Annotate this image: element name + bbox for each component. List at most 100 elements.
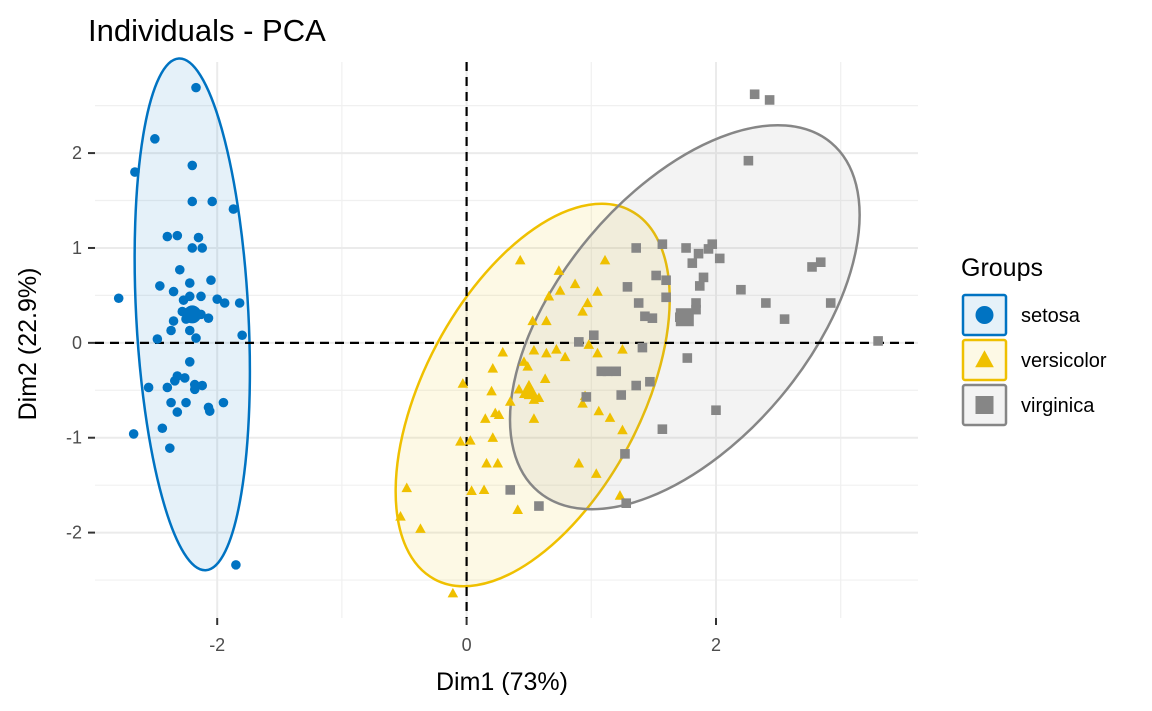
data-point-virginica xyxy=(581,392,592,402)
y-tick-label: 0 xyxy=(72,333,82,353)
data-point-setosa xyxy=(152,334,163,344)
data-point-versicolor xyxy=(466,485,477,495)
data-point-versicolor xyxy=(478,484,490,495)
legend-marker-setosa xyxy=(975,306,994,324)
data-point-setosa xyxy=(128,429,139,439)
x-tick-label: -2 xyxy=(209,635,225,655)
data-point-setosa xyxy=(187,160,198,171)
data-point-setosa xyxy=(187,196,198,207)
data-point-virginica xyxy=(637,342,648,353)
data-point-setosa xyxy=(184,278,195,288)
data-point-setosa xyxy=(191,333,201,343)
data-point-setosa xyxy=(165,443,175,453)
data-point-virginica xyxy=(693,248,704,259)
data-point-virginica xyxy=(620,449,630,459)
data-point-setosa xyxy=(197,380,208,391)
data-point-virginica xyxy=(631,243,641,253)
data-point-setosa xyxy=(155,281,165,291)
data-point-versicolor xyxy=(582,297,593,308)
data-point-virginica xyxy=(807,262,817,272)
centroid-setosa xyxy=(183,305,202,324)
data-point-setosa xyxy=(170,375,180,386)
x-axis-title: Dim1 (73%) xyxy=(436,668,568,696)
plot-panel xyxy=(95,62,918,618)
y-tick-label: -2 xyxy=(66,523,82,543)
data-point-virginica xyxy=(647,313,658,323)
data-point-versicolor xyxy=(492,457,504,468)
data-point-versicolor xyxy=(559,351,571,362)
data-point-virginica xyxy=(621,498,632,508)
data-point-virginica xyxy=(815,257,826,267)
data-point-virginica xyxy=(694,281,705,291)
data-point-versicolor xyxy=(543,290,555,301)
data-point-virginica xyxy=(764,95,775,105)
data-point-setosa xyxy=(197,243,208,253)
data-point-setosa xyxy=(218,397,229,408)
data-point-setosa xyxy=(166,397,176,408)
data-point-virginica xyxy=(687,258,698,268)
data-point-versicolor xyxy=(583,339,595,349)
data-point-versicolor xyxy=(512,504,524,514)
data-point-virginica xyxy=(691,298,701,308)
data-point-versicolor xyxy=(447,587,459,598)
data-point-virginica xyxy=(622,282,633,292)
data-point-versicolor xyxy=(569,278,581,289)
data-point-versicolor xyxy=(493,409,505,420)
y-tick-label: -1 xyxy=(66,428,82,448)
legend-label-setosa: setosa xyxy=(1021,305,1081,327)
data-point-virginica xyxy=(645,376,655,387)
axes: -2 0 2 -2 -1 0 1 2 xyxy=(66,143,721,655)
data-point-versicolor xyxy=(497,346,509,357)
legend-label-virginica: virginica xyxy=(1021,395,1095,417)
data-point-versicolor xyxy=(514,254,526,265)
data-point-versicolor xyxy=(539,373,551,384)
centroid-versicolor xyxy=(519,380,539,398)
data-point-versicolor xyxy=(522,361,533,371)
legend-title: Groups xyxy=(961,254,1043,282)
data-point-virginica xyxy=(743,155,754,166)
data-point-virginica xyxy=(682,353,693,363)
y-axis-title: Dim2 (22.9%) xyxy=(14,268,42,421)
data-point-virginica xyxy=(505,485,516,495)
data-point-versicolor xyxy=(577,398,588,408)
data-point-versicolor xyxy=(481,457,492,468)
data-point-versicolor xyxy=(617,424,628,435)
data-point-setosa xyxy=(206,275,216,286)
x-tick-label: 2 xyxy=(711,635,721,655)
legend-marker-virginica xyxy=(975,396,994,414)
data-point-virginica xyxy=(611,366,622,377)
data-point-setosa xyxy=(178,295,189,305)
data-point-virginica xyxy=(825,298,836,308)
data-point-setosa xyxy=(168,316,179,326)
data-point-setosa xyxy=(150,134,160,144)
data-point-versicolor xyxy=(504,396,516,406)
data-point-setosa xyxy=(189,384,200,395)
data-point-setosa xyxy=(162,382,173,393)
data-point-versicolor xyxy=(592,347,603,358)
data-point-virginica xyxy=(681,243,691,253)
data-point-virginica xyxy=(640,311,650,322)
data-point-versicolor xyxy=(551,344,562,354)
data-point-setosa xyxy=(181,397,191,408)
legend: Groups setosa versicolor virginica xyxy=(961,254,1107,427)
data-point-virginica xyxy=(661,292,671,303)
data-point-versicolor xyxy=(480,413,491,423)
data-point-virginica xyxy=(711,405,721,416)
data-point-versicolor xyxy=(486,385,497,396)
data-point-virginica xyxy=(596,366,607,377)
data-point-setosa xyxy=(179,373,190,383)
data-point-setosa xyxy=(162,231,173,242)
data-point-versicolor xyxy=(604,412,616,422)
data-point-virginica xyxy=(602,366,613,377)
data-point-setosa xyxy=(172,230,183,241)
data-point-setosa xyxy=(130,167,140,177)
data-point-versicolor xyxy=(415,523,426,533)
data-point-versicolor xyxy=(592,286,603,296)
data-point-setosa xyxy=(219,298,230,308)
data-point-virginica xyxy=(588,330,599,341)
data-point-versicolor xyxy=(465,435,476,445)
data-point-versicolor xyxy=(528,413,540,423)
y-tick-label: 2 xyxy=(72,143,82,163)
